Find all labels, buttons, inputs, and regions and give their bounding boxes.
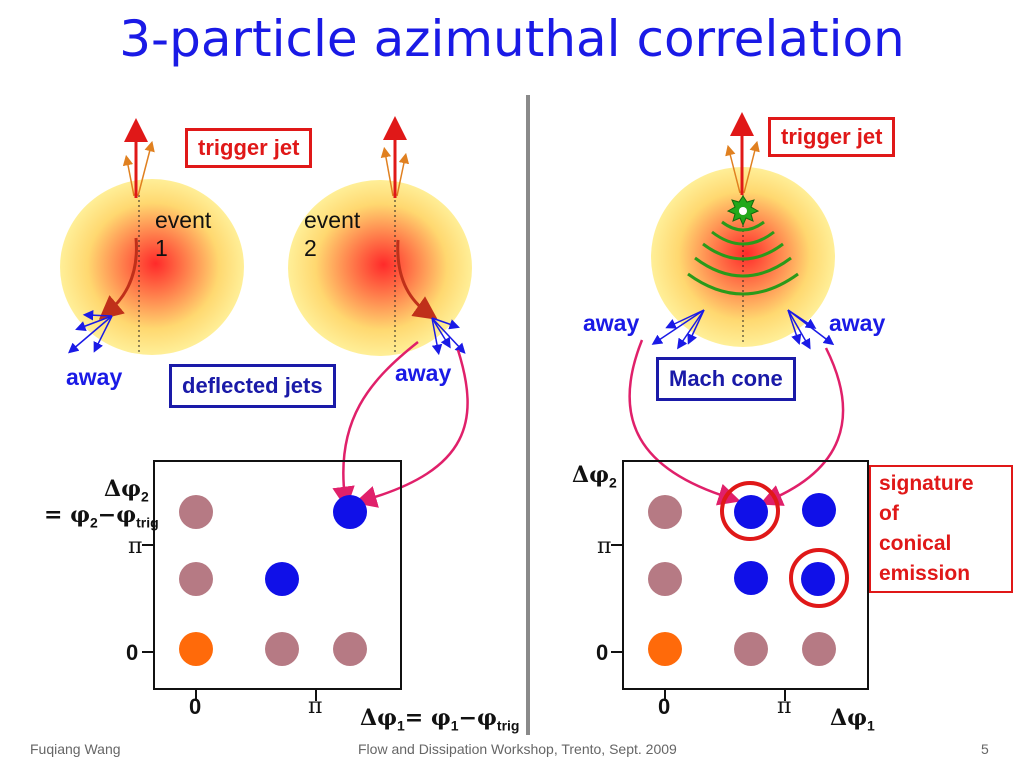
signature-line1: signature [879, 472, 974, 495]
signature-line3: conical [879, 532, 952, 555]
footer-event: Flow and Dissipation Workshop, Trento, S… [358, 741, 677, 757]
left-x-tick-pi: π [308, 694, 323, 719]
left-dot-mauve-mid [179, 562, 213, 596]
right-x-delta-phi: Δφ [830, 705, 867, 731]
deflected-jets-label: deflected jets [169, 364, 336, 408]
left-plot [142, 460, 402, 701]
right-y-tick-0: 0 [596, 640, 609, 665]
right-dot-blue-top1 [734, 495, 768, 529]
right-mapping-arrows [628, 339, 845, 506]
event2-line1: event [304, 207, 361, 233]
right-x-tick-pi: π [777, 694, 792, 719]
left-dot-blue-mid [265, 562, 299, 596]
left-x-eq-sub2: trig [496, 717, 520, 734]
left-x-axis-label: Δφ1= φ1−φtrig [360, 705, 519, 733]
left-x-delta-phi: Δφ [360, 705, 397, 731]
event1-line1: event [155, 207, 212, 233]
right-y-axis-label: Δφ2 [572, 462, 617, 490]
right-dot-mauve-mid [648, 562, 682, 596]
left-y-delta-phi: Δφ [104, 476, 141, 502]
right-dot-blue-mid2 [801, 562, 835, 596]
right-y-tick-pi: π [597, 534, 612, 559]
right-y-sub: 2 [608, 474, 617, 491]
right-x-axis-label: Δφ1 [830, 705, 875, 733]
away-label-left-1: away [66, 364, 123, 390]
page-number: 5 [981, 741, 989, 757]
signature-box: signature of conical emission [869, 465, 1013, 593]
footer-author: Fuqiang Wang [30, 741, 121, 757]
right-y-delta-phi: Δφ [572, 462, 609, 488]
left-y-tick-pi: π [128, 534, 143, 559]
panel-divider [526, 95, 530, 735]
event1-line2: 1 [155, 235, 168, 261]
slide-title: 3-particle azimuthal correlation [119, 10, 905, 68]
right-dot-mauve-b3 [802, 632, 836, 666]
left-x-tick-0: 0 [189, 694, 202, 719]
away-label-left-2: away [395, 360, 452, 386]
left-x-sub: 1 [396, 717, 405, 734]
left-dot-mauve-b3 [333, 632, 367, 666]
highlight-ring-1 [720, 481, 780, 541]
left-y-eq: = φ [44, 502, 90, 528]
left-dot-blue-top [333, 495, 367, 529]
right-dot-orange [648, 632, 682, 666]
left-y-eq-sub1: 2 [90, 514, 98, 531]
left-x-eq: = φ [404, 705, 451, 731]
left-y-eq-sub2: trig [136, 514, 159, 531]
highlight-ring-2 [789, 548, 849, 608]
left-y-sub: 2 [140, 488, 149, 505]
right-dot-blue-top2 [802, 493, 836, 527]
trigger-jet-label-right: trigger jet [768, 117, 896, 157]
left-y-axis-eq: = φ2−φtrig [44, 502, 159, 530]
left-y-tick-0: 0 [126, 640, 139, 665]
left-dot-mauve-top [179, 495, 213, 529]
mach-cone-medium [651, 112, 835, 350]
event1-label: event 1 [155, 206, 211, 262]
away-label-right-right: away [829, 310, 886, 336]
left-y-minus: −φ [97, 502, 137, 528]
right-dot-mauve-top [648, 495, 682, 529]
right-x-sub: 1 [866, 717, 875, 734]
left-x-minus: −φ [458, 705, 497, 731]
left-dot-orange [179, 632, 213, 666]
right-x-tick-0: 0 [658, 694, 671, 719]
left-y-axis-label: Δφ2 [104, 476, 149, 504]
trigger-jet-label-left: trigger jet [185, 128, 313, 168]
mach-cone-label: Mach cone [656, 357, 796, 401]
right-dot-blue-mid1 [734, 561, 768, 595]
right-dot-mauve-b2 [734, 632, 768, 666]
left-x-eq-sub1: 1 [450, 717, 459, 734]
event2-line2: 2 [304, 235, 317, 261]
event1-medium [60, 118, 244, 355]
signature-line4: emission [879, 562, 971, 585]
right-plot [611, 460, 869, 701]
event2-label: event 2 [304, 206, 360, 262]
left-dot-mauve-b2 [265, 632, 299, 666]
signature-line2: of [879, 502, 899, 525]
event2-medium [288, 116, 472, 356]
away-label-right-left: away [583, 310, 640, 336]
